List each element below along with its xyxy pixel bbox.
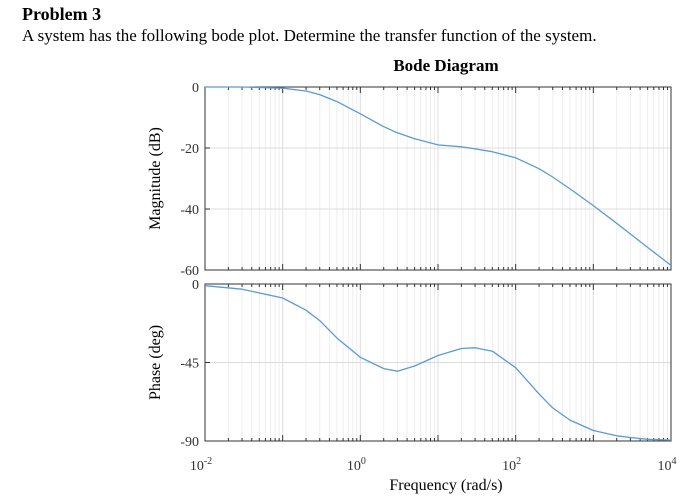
phase-panel: 0 -45 -90 Phase (deg) [147, 278, 672, 450]
phase-y-tick-label: -45 [180, 357, 199, 372]
mag-y-tick-label: -20 [180, 142, 199, 157]
x-tick-label: 10-2 [190, 456, 212, 474]
x-tick-label: 100 [347, 456, 366, 474]
phase-y-tick-label: -90 [180, 435, 199, 450]
mag-y-tick-label: 0 [192, 81, 199, 96]
mag-y-tick-label: -60 [180, 264, 199, 279]
x-tick-label: 102 [502, 456, 521, 474]
phase-series-line [204, 285, 672, 441]
problem-statement: A system has the following bode plot. De… [22, 26, 597, 45]
phase-y-axis-label: Phase (deg) [147, 325, 164, 400]
x-axis-label: Frequency (rad/s) [389, 477, 502, 494]
phase-y-tick-label: 0 [192, 278, 199, 293]
problem-heading: Problem 3 [22, 4, 102, 24]
mag-series-line [205, 86, 672, 266]
x-tick-label: 104 [658, 456, 677, 474]
mag-y-axis-label: Magnitude (dB) [147, 127, 164, 230]
mag-y-tick-label: -40 [180, 203, 199, 218]
chart-title: Bode Diagram [393, 56, 498, 75]
magnitude-panel: 0 -20 -40 -60 Magnitude (dB) [147, 81, 672, 279]
